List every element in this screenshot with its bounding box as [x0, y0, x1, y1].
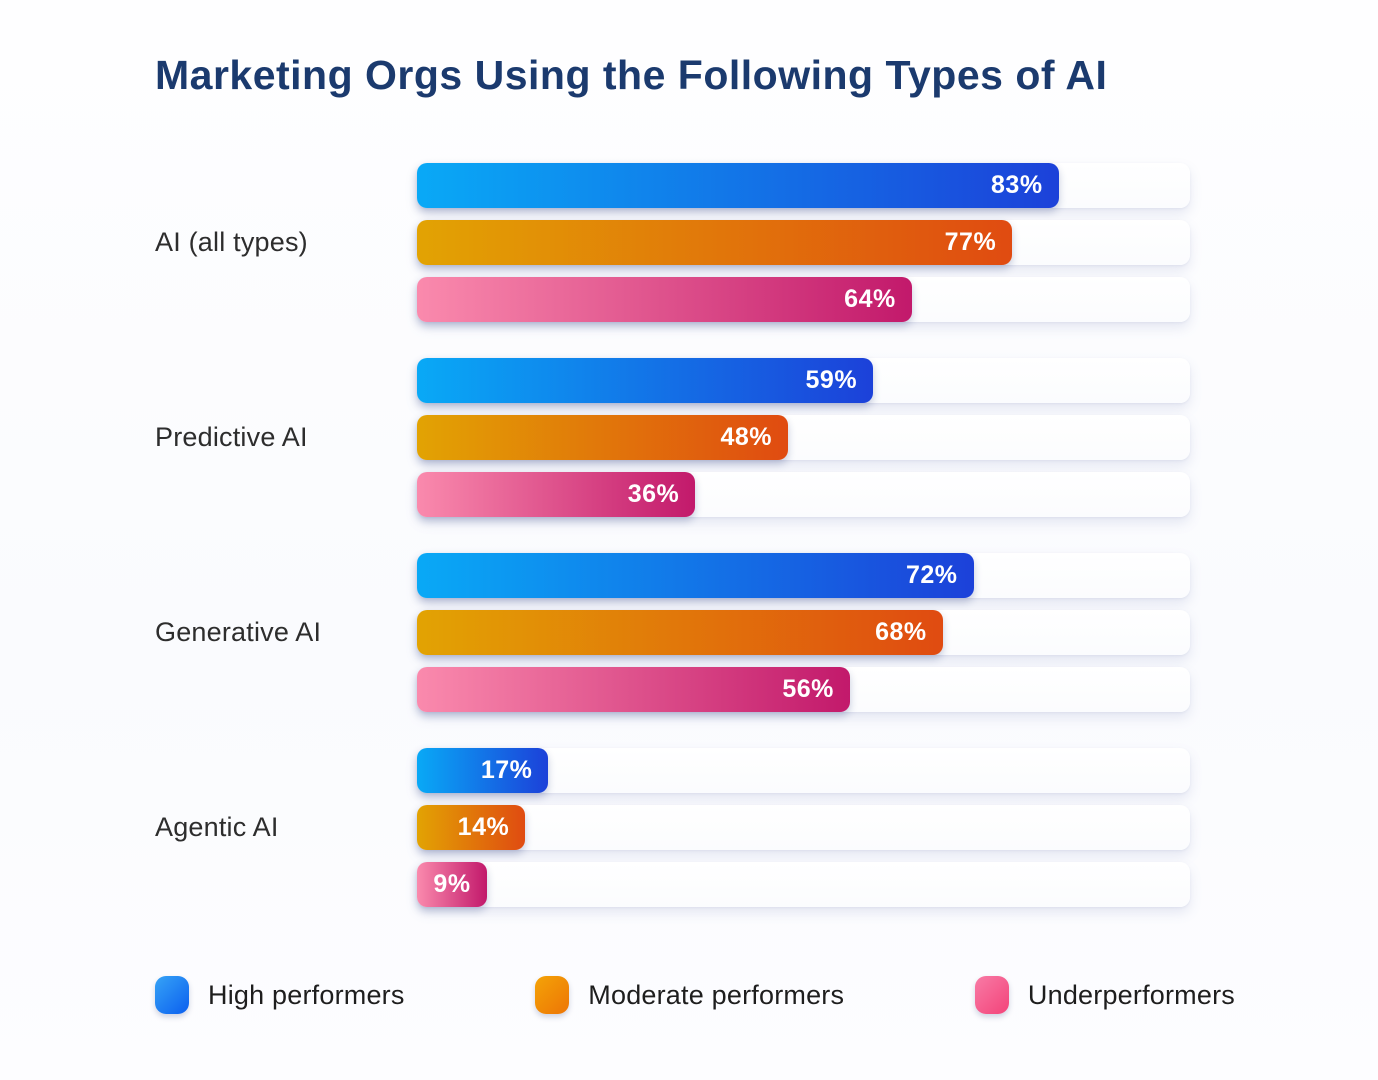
- bar-value-label: 14%: [457, 813, 510, 841]
- category-bars: 83% 77% 64%: [417, 163, 1190, 322]
- bar-fill: 14%: [417, 805, 526, 850]
- legend-swatch-icon: [155, 976, 189, 1014]
- bar-track: 64%: [417, 277, 1190, 322]
- chart-title: Marketing Orgs Using the Following Types…: [155, 52, 1108, 98]
- bar-value-label: 48%: [720, 423, 773, 451]
- category-label: Agentic AI: [155, 812, 279, 842]
- legend-swatch-icon: [535, 976, 570, 1014]
- legend-label: High performers: [208, 979, 405, 1010]
- bar-track: 9%: [417, 862, 1190, 907]
- bar-fill: 48%: [417, 415, 789, 460]
- bar-value-label: 64%: [844, 285, 896, 313]
- legend-swatch-icon: [974, 976, 1009, 1014]
- bar-track: 14%: [417, 805, 1190, 850]
- bar-fill: 17%: [417, 748, 549, 793]
- bar-track: 83%: [417, 163, 1190, 208]
- legend-item: Moderate performers: [535, 976, 844, 1014]
- bar-fill: 72%: [417, 553, 974, 598]
- bar-value-label: 56%: [782, 675, 834, 703]
- bar-track: 17%: [417, 748, 1190, 793]
- category-bars: 72% 68% 56%: [417, 553, 1190, 712]
- category-group: AI (all types) 83% 77% 64%: [155, 163, 1190, 322]
- category-label: AI (all types): [155, 227, 308, 257]
- category-group: Agentic AI 17% 14% 9%: [155, 748, 1190, 907]
- bar-value-label: 77%: [944, 228, 997, 256]
- bar-track: 59%: [417, 358, 1190, 403]
- bar-fill: 68%: [417, 610, 943, 655]
- bar-fill: 77%: [417, 220, 1013, 265]
- legend-item: Underperformers: [974, 976, 1235, 1014]
- bar-fill: 83%: [417, 163, 1059, 208]
- legend-item: High performers: [155, 976, 405, 1014]
- bar-fill: 56%: [417, 667, 850, 712]
- legend-label: Moderate performers: [588, 979, 845, 1010]
- bar-value-label: 9%: [433, 870, 471, 898]
- bar-track: 72%: [417, 553, 1190, 598]
- bar-fill: 9%: [417, 862, 487, 907]
- category-group: Predictive AI 59% 48% 36%: [155, 358, 1190, 517]
- bar-value-label: 36%: [627, 480, 680, 508]
- bar-fill: 36%: [417, 472, 696, 517]
- bar-value-label: 59%: [805, 366, 858, 394]
- bar-value-label: 17%: [480, 756, 533, 784]
- bar-track: 48%: [417, 415, 1190, 460]
- bar-value-label: 68%: [875, 618, 927, 646]
- bar-chart: AI (all types) 83% 77% 64% Predictive AI 59% 4…: [155, 163, 1190, 907]
- bar-fill: 59%: [417, 358, 874, 403]
- category-label: Generative AI: [155, 617, 322, 647]
- bar-value-label: 83%: [991, 171, 1043, 199]
- legend-label: Underperformers: [1027, 979, 1235, 1010]
- category-bars: 59% 48% 36%: [417, 358, 1190, 517]
- bar-value-label: 72%: [906, 561, 958, 589]
- bar-track: 56%: [417, 667, 1190, 712]
- legend: High performers Moderate performers Underp…: [155, 976, 1235, 1014]
- bar-track: 77%: [417, 220, 1190, 265]
- category-label: Predictive AI: [155, 422, 308, 452]
- bar-track: 36%: [417, 472, 1190, 517]
- bar-track: 68%: [417, 610, 1190, 655]
- bar-fill: 64%: [417, 277, 912, 322]
- category-bars: 17% 14% 9%: [417, 748, 1190, 907]
- category-group: Generative AI 72% 68% 56%: [155, 553, 1190, 712]
